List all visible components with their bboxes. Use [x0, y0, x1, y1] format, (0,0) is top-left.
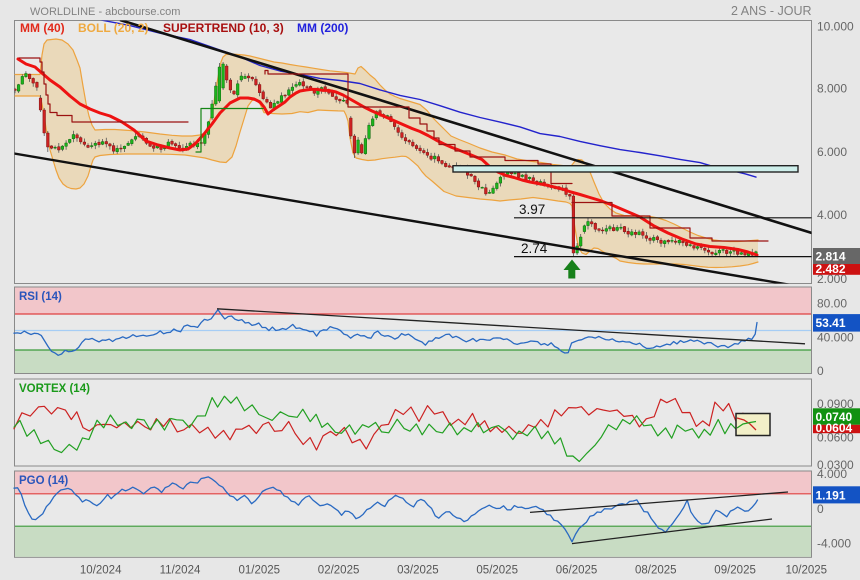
svg-text:2.814: 2.814 — [816, 250, 846, 264]
svg-text:RSI (14): RSI (14) — [19, 291, 62, 303]
svg-text:2 ANS - JOUR: 2 ANS - JOUR — [731, 4, 812, 18]
svg-text:4.000: 4.000 — [817, 208, 847, 222]
svg-text:09/2025: 09/2025 — [714, 565, 756, 577]
svg-text:4.000: 4.000 — [817, 467, 847, 481]
svg-text:06/2025: 06/2025 — [556, 565, 598, 577]
svg-text:0.0604: 0.0604 — [816, 421, 853, 435]
svg-text:MM (40): MM (40) — [20, 21, 65, 35]
svg-text:-4.000: -4.000 — [817, 536, 851, 550]
svg-text:0.0740: 0.0740 — [816, 410, 853, 424]
svg-text:53.41: 53.41 — [816, 316, 846, 330]
svg-text:8.000: 8.000 — [817, 82, 847, 96]
svg-text:02/2025: 02/2025 — [318, 565, 360, 577]
svg-text:BOLL (20, 2): BOLL (20, 2) — [78, 21, 148, 35]
svg-text:0.0900: 0.0900 — [817, 397, 854, 411]
svg-text:2.000: 2.000 — [817, 272, 847, 286]
svg-text:10.000: 10.000 — [817, 20, 854, 34]
svg-text:MM (200): MM (200) — [297, 21, 348, 35]
svg-text:2.74: 2.74 — [521, 241, 548, 256]
svg-text:80.00: 80.00 — [817, 297, 847, 311]
svg-text:10/2024: 10/2024 — [80, 565, 122, 577]
svg-text:2.482: 2.482 — [816, 262, 846, 276]
svg-text:10/2025: 10/2025 — [786, 565, 828, 577]
svg-text:01/2025: 01/2025 — [239, 565, 281, 577]
svg-text:08/2025: 08/2025 — [635, 565, 677, 577]
svg-text:WORLDLINE - abcbourse.com: WORLDLINE - abcbourse.com — [30, 6, 180, 18]
svg-text:03/2025: 03/2025 — [397, 565, 439, 577]
svg-text:SUPERTREND (10, 3): SUPERTREND (10, 3) — [163, 21, 284, 35]
svg-text:0.0300: 0.0300 — [817, 458, 854, 472]
svg-text:1.191: 1.191 — [816, 489, 846, 503]
svg-text:0: 0 — [817, 364, 824, 378]
svg-text:0.0600: 0.0600 — [817, 431, 854, 445]
svg-text:40.000: 40.000 — [817, 331, 854, 345]
svg-text:PGO (14): PGO (14) — [19, 475, 68, 487]
svg-text:05/2025: 05/2025 — [476, 565, 518, 577]
svg-text:VORTEX (14): VORTEX (14) — [19, 383, 90, 395]
svg-text:6.000: 6.000 — [817, 145, 847, 159]
svg-text:0: 0 — [817, 502, 824, 516]
svg-text:11/2024: 11/2024 — [160, 565, 201, 577]
svg-text:3.97: 3.97 — [519, 202, 545, 217]
